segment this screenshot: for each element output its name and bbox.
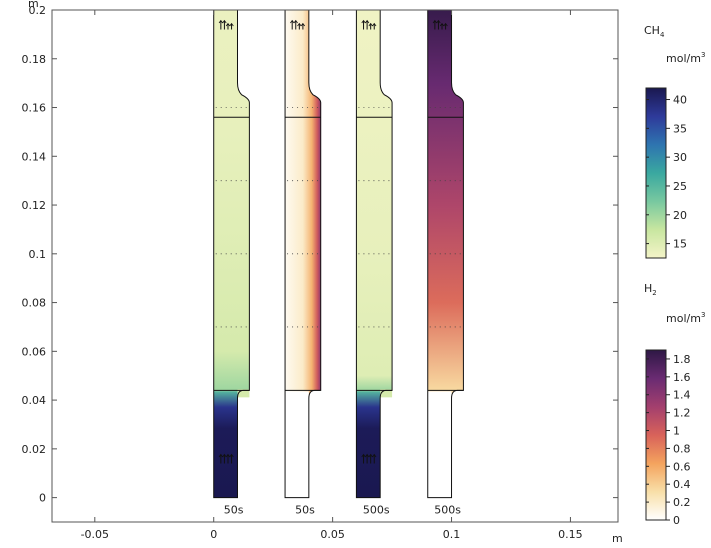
colorbar-tick-label: 0.4 bbox=[673, 478, 691, 491]
x-tick-label: 0.1 bbox=[443, 528, 461, 541]
arrow-head bbox=[225, 453, 231, 458]
reactor-outline bbox=[427, 9, 464, 499]
arrow-head bbox=[436, 19, 441, 24]
arrow-head bbox=[218, 453, 223, 458]
x-unit-label: m bbox=[612, 532, 623, 545]
x-tick-label: -0.05 bbox=[81, 528, 109, 541]
y-tick-label: 0.16 bbox=[22, 102, 47, 115]
arrow-head bbox=[432, 19, 438, 24]
reactor-panel-h2-50s bbox=[284, 9, 322, 499]
colorbar-scale bbox=[645, 87, 667, 259]
shoulder-zone bbox=[237, 389, 250, 398]
colorbar-tick-label: 1.6 bbox=[673, 371, 691, 384]
colorbar-tick-label: 1.4 bbox=[673, 389, 691, 402]
arrow-head bbox=[222, 19, 227, 24]
colorbar-tick-label: 40 bbox=[673, 94, 687, 107]
arrow-head bbox=[364, 453, 370, 458]
colorbar-tick-label: 1.2 bbox=[673, 407, 691, 420]
colorbar-unit-label: mol/m3 bbox=[666, 311, 705, 325]
x-tick-label: 0.05 bbox=[320, 528, 345, 541]
arrow-head bbox=[361, 19, 366, 24]
y-tick-label: 0 bbox=[39, 492, 46, 505]
arrow-head bbox=[300, 22, 306, 27]
plot-axes: 0 0.02 0.04 0.06 0.08 0.1 0.12 0.14 0.16 0.18 0.2 -… bbox=[22, 0, 623, 545]
shoulder-zone bbox=[380, 389, 393, 398]
colorbar-tick-label: 25 bbox=[673, 180, 687, 193]
arrow-head bbox=[218, 19, 223, 24]
colorbar-tick-label: 30 bbox=[673, 151, 687, 164]
colorbar-h2: H2 mol/m3 0 0.2 0.4 0.6 0.8 1 1.2 1.4 1.6 1.8 bbox=[644, 282, 705, 527]
axes-frame bbox=[51, 9, 619, 523]
panel-time-label: 500s bbox=[434, 504, 461, 517]
x-tick-label: 0 bbox=[210, 528, 217, 541]
empty-inlet-zone bbox=[285, 391, 309, 498]
y-tick-label: 0.1 bbox=[29, 248, 47, 261]
reactor-panel-h2-500s bbox=[427, 9, 464, 499]
arrow-head bbox=[364, 19, 370, 24]
panel-time-label: 50s bbox=[224, 504, 244, 517]
y-unit-label: m bbox=[28, 0, 39, 10]
arrow-head bbox=[368, 22, 373, 27]
colorbar-scale bbox=[645, 349, 667, 521]
colorbars: CH4mol/m3152025303540H2mol/m300.20.40.60… bbox=[644, 24, 705, 527]
arrow-head bbox=[439, 22, 445, 27]
arrow-head bbox=[225, 22, 231, 27]
colorbar-tick-label: 15 bbox=[673, 238, 687, 251]
y-tick-label: 0.14 bbox=[22, 150, 47, 163]
arrow-head bbox=[372, 453, 377, 458]
panel-time-label: 50s bbox=[295, 504, 315, 517]
reactor-panel-ch4-500s bbox=[355, 9, 393, 499]
colorbar-species-label: H2 bbox=[644, 282, 657, 297]
reactor-outline bbox=[355, 9, 393, 499]
arrow-head bbox=[372, 22, 377, 27]
y-tick-label: 0.18 bbox=[22, 53, 47, 66]
colorbar-tick-label: 0.6 bbox=[673, 460, 691, 473]
x-tick-label: 0.15 bbox=[558, 528, 583, 541]
reactor-outline bbox=[213, 9, 250, 499]
colorbar-tick-label: 1.8 bbox=[673, 353, 691, 366]
colorbar-tick-label: 0.8 bbox=[673, 442, 691, 455]
arrow-head bbox=[229, 22, 234, 27]
y-tick-label: 0.12 bbox=[22, 199, 47, 212]
panel-time-label: 500s bbox=[363, 504, 390, 517]
arrow-head bbox=[293, 19, 298, 24]
reactor-panel-ch4-50s bbox=[213, 9, 250, 499]
y-tick-label: 0.2 bbox=[29, 4, 47, 17]
arrow-head bbox=[443, 22, 448, 27]
arrow-head bbox=[290, 19, 295, 24]
colorbar-tick-label: 20 bbox=[673, 209, 687, 222]
y-tick-label: 0.02 bbox=[22, 443, 47, 456]
arrow-head bbox=[229, 453, 234, 458]
y-tick-label: 0.06 bbox=[22, 345, 47, 358]
y-tick-label: 0.08 bbox=[22, 297, 47, 310]
colorbar-tick-label: 1 bbox=[673, 425, 680, 438]
arrow-head bbox=[222, 453, 227, 458]
arrow-head bbox=[368, 453, 373, 458]
concentration-fields: 50s 50s 500s 500s bbox=[213, 9, 464, 517]
reactor-outline bbox=[284, 9, 322, 499]
colorbar-unit-label: mol/m3 bbox=[666, 51, 705, 65]
colorbar-tick-label: 35 bbox=[673, 122, 687, 135]
colorbar-species-label: CH4 bbox=[644, 24, 665, 39]
arrow-head bbox=[361, 453, 366, 458]
arrow-head bbox=[297, 22, 302, 27]
colorbar-tick-label: 0.2 bbox=[673, 496, 691, 509]
empty-inlet-zone bbox=[427, 391, 452, 498]
inlet-zone bbox=[213, 391, 238, 498]
inlet-zone bbox=[356, 391, 381, 498]
colorbar-tick-label: 0 bbox=[673, 514, 680, 527]
y-tick-label: 0.04 bbox=[22, 394, 47, 407]
